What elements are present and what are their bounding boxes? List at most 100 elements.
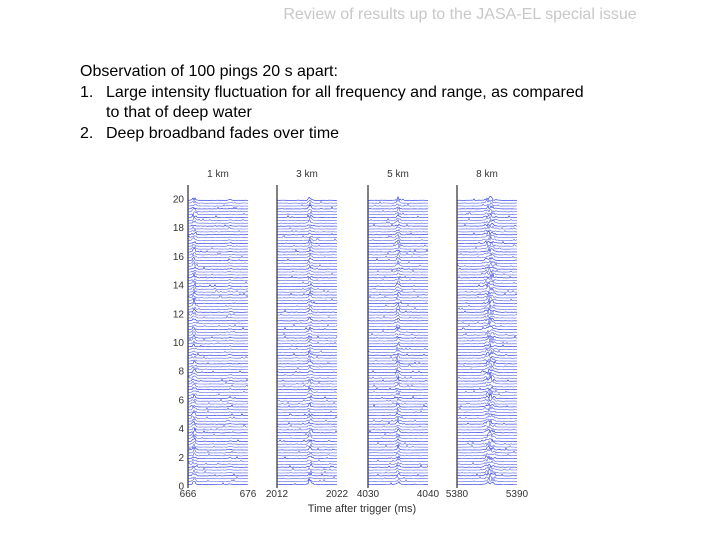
ping-trace xyxy=(188,287,249,293)
ping-trace xyxy=(187,446,249,451)
ping-trace xyxy=(276,401,338,405)
ping-trace xyxy=(368,320,428,325)
ping-trace xyxy=(367,301,429,307)
ping-trace xyxy=(276,479,338,485)
ping-trace xyxy=(367,461,429,465)
ping-trace xyxy=(276,360,337,365)
ping-trace xyxy=(456,318,518,325)
ping-trace xyxy=(456,282,518,288)
ping-trace xyxy=(457,331,517,336)
ping-trace xyxy=(276,257,338,262)
ping-trace xyxy=(368,449,428,454)
ping-trace xyxy=(456,310,518,316)
y-tick-label: 6 xyxy=(178,395,184,406)
ping-trace xyxy=(276,354,337,359)
ping-trace xyxy=(456,247,518,253)
ping-trace xyxy=(276,358,337,362)
ping-trace xyxy=(187,286,249,290)
ping-trace xyxy=(367,397,428,402)
ping-trace xyxy=(367,381,429,385)
ping-trace xyxy=(276,290,338,296)
x-axis-label: Time after trigger (ms) xyxy=(308,503,416,515)
ping-trace xyxy=(187,434,249,439)
ping-trace xyxy=(456,271,518,276)
ping-trace xyxy=(188,259,249,264)
ping-trace xyxy=(187,464,248,468)
ping-trace xyxy=(456,351,518,356)
ping-trace xyxy=(187,211,249,216)
ping-trace xyxy=(456,307,518,313)
ping-trace xyxy=(188,200,248,204)
ping-trace xyxy=(368,207,429,213)
ping-trace xyxy=(456,426,517,431)
ping-trace xyxy=(277,312,337,316)
ping-trace xyxy=(456,383,517,388)
y-tick-label: 2 xyxy=(178,453,184,464)
ping-trace xyxy=(187,296,248,302)
ping-trace xyxy=(457,477,518,483)
ping-trace xyxy=(276,275,338,279)
ping-trace xyxy=(187,478,248,483)
list-number: 1. xyxy=(80,83,94,101)
slide-body: Observation of 100 pings 20 s apart: 1. … xyxy=(80,62,586,144)
ping-trace xyxy=(277,417,338,422)
ping-trace xyxy=(276,370,337,373)
ping-trace xyxy=(277,365,338,371)
ping-trace xyxy=(456,273,518,279)
ping-trace xyxy=(188,308,248,313)
ping-trace xyxy=(367,363,429,368)
ping-trace xyxy=(457,325,518,330)
ping-trace xyxy=(367,387,428,391)
ping-trace xyxy=(368,341,429,345)
ping-trace xyxy=(276,398,338,402)
ping-trace xyxy=(456,388,518,394)
ping-trace xyxy=(188,266,249,270)
x-tick-label: 666 xyxy=(180,489,197,500)
ping-trace xyxy=(187,248,249,253)
ping-trace xyxy=(277,245,338,250)
ping-trace xyxy=(367,366,428,371)
ping-trace xyxy=(277,303,338,307)
ping-trace xyxy=(367,269,429,273)
y-tick-label: 8 xyxy=(178,367,184,378)
ping-trace xyxy=(276,272,338,276)
panel-title: 1 km xyxy=(207,169,229,180)
ping-trace xyxy=(187,427,249,434)
ping-trace xyxy=(187,352,249,356)
ping-trace xyxy=(457,428,518,434)
ping-trace xyxy=(277,277,337,282)
ping-trace xyxy=(456,317,518,322)
ping-trace xyxy=(456,219,517,224)
ping-trace xyxy=(187,400,249,405)
ping-trace xyxy=(276,424,338,428)
ping-trace xyxy=(367,432,429,437)
ping-trace xyxy=(367,219,429,224)
ping-trace xyxy=(187,328,249,333)
ping-trace xyxy=(187,272,249,279)
ping-trace xyxy=(457,213,518,219)
ping-trace xyxy=(367,375,429,382)
ping-trace xyxy=(188,203,248,207)
ping-trace xyxy=(456,276,518,282)
ping-trace xyxy=(188,449,249,454)
ping-trace xyxy=(456,418,518,422)
ping-trace xyxy=(187,441,248,445)
ping-trace xyxy=(277,282,338,287)
ping-trace xyxy=(187,427,248,431)
ping-trace xyxy=(276,429,338,434)
ping-trace xyxy=(188,278,248,282)
ping-trace xyxy=(367,232,429,236)
ping-trace xyxy=(456,465,518,471)
ping-trace xyxy=(367,374,428,379)
ping-trace xyxy=(276,469,338,474)
ping-trace xyxy=(276,452,338,457)
ping-trace xyxy=(188,343,248,348)
ping-trace xyxy=(276,248,338,253)
ping-trace xyxy=(368,199,428,204)
ping-trace xyxy=(188,231,249,236)
ping-trace xyxy=(367,401,429,405)
ping-trace xyxy=(187,311,248,316)
ping-trace xyxy=(367,428,429,434)
ping-trace xyxy=(367,412,428,417)
ping-trace xyxy=(456,455,517,460)
